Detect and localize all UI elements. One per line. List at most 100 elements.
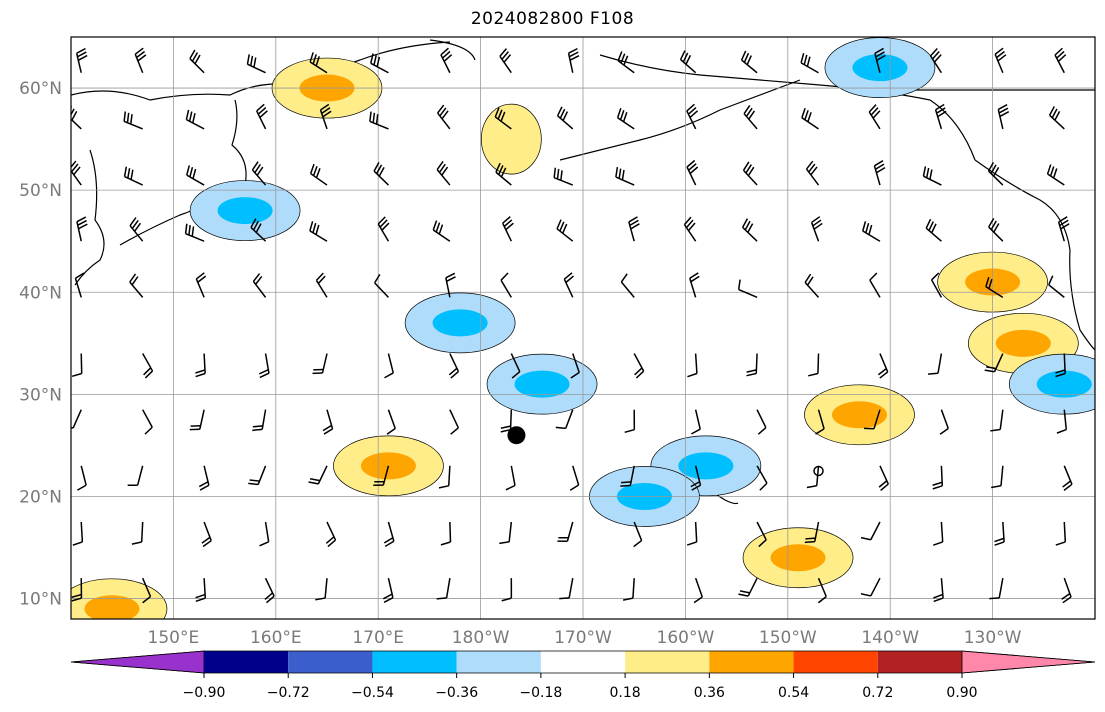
wind-barb	[369, 111, 389, 130]
wind-barb	[994, 47, 1007, 74]
wind-barb	[386, 409, 396, 435]
wind-barb	[553, 167, 574, 186]
wind-barb	[315, 272, 328, 298]
wind-barb	[1062, 465, 1073, 492]
wind-barb	[693, 577, 703, 604]
wind-barb	[252, 273, 267, 298]
colorbar-label: 0.72	[862, 685, 893, 701]
wind-barb	[559, 578, 574, 600]
wind-barb	[804, 521, 820, 544]
wind-barb	[315, 578, 328, 601]
wind-barb	[502, 216, 514, 242]
wind-barb	[134, 47, 147, 74]
wind-barb	[383, 521, 395, 548]
wind-barb	[377, 216, 390, 242]
wind-barb	[499, 521, 513, 545]
wind-barb	[878, 465, 889, 491]
wind-barb	[933, 578, 944, 603]
wind-barb	[195, 353, 206, 378]
wind-barb	[690, 465, 702, 491]
wind-barb	[686, 521, 698, 546]
lon-label: 170°E	[352, 628, 404, 648]
wind-barb	[185, 109, 205, 130]
wind-barb	[620, 465, 635, 487]
wind-barb	[985, 276, 1004, 299]
wind-barb	[142, 409, 153, 435]
wind-barb	[370, 53, 389, 74]
wind-barb	[1061, 577, 1072, 604]
wind-barb	[805, 160, 820, 186]
wind-barb	[382, 577, 394, 603]
open-marker	[813, 465, 824, 477]
wind-barb	[198, 465, 210, 491]
wind-barb	[743, 105, 758, 130]
wind-barb	[129, 273, 144, 298]
lon-label: 140°W	[861, 628, 919, 648]
wind-barb	[184, 223, 205, 242]
wind-barb	[939, 409, 949, 435]
wind-barb	[557, 521, 574, 543]
wind-barb	[250, 218, 267, 242]
wind-barb	[432, 220, 451, 242]
wind-barb	[556, 106, 574, 130]
wind-barb	[877, 353, 889, 379]
wind-barb	[319, 103, 332, 130]
wind-barb	[1046, 164, 1065, 186]
colorbar-label: 0.18	[610, 685, 641, 701]
wind-barb	[804, 273, 820, 298]
lon-label: 130°W	[964, 628, 1022, 648]
wind-barb	[256, 103, 268, 130]
wind-barb	[264, 577, 275, 604]
wind-barb	[808, 353, 820, 377]
wind-barb	[817, 577, 827, 604]
wind-barb	[994, 521, 1005, 546]
colorbar-label: −0.18	[519, 685, 562, 701]
wind-barb	[1054, 47, 1067, 74]
wind-barb	[71, 106, 82, 130]
wind-barb	[76, 216, 88, 242]
wind-barb	[801, 108, 819, 130]
colorbar-segment	[540, 651, 626, 673]
wind-barb	[860, 577, 881, 597]
wind-barb	[617, 51, 635, 74]
wind-barb	[622, 578, 635, 601]
wind-barb	[616, 108, 635, 130]
wind-barb	[436, 161, 451, 186]
wind-barb	[997, 104, 1010, 130]
wind-barb	[932, 521, 944, 546]
wind-barb	[440, 47, 453, 74]
lat-label: 50°N	[19, 181, 62, 201]
wind-barb	[868, 104, 881, 130]
wind-barb	[142, 353, 154, 379]
wind-barb	[873, 160, 886, 186]
wind-barb	[987, 161, 1004, 186]
wind-barb	[72, 521, 84, 546]
colorbar-segment	[625, 651, 710, 673]
wind-barb	[756, 409, 767, 435]
wind-barb	[810, 216, 823, 242]
wind-barb	[246, 54, 266, 74]
wind-barb	[71, 578, 83, 602]
wind-barb	[741, 218, 758, 242]
wind-barb	[259, 521, 270, 547]
wind-barb	[373, 162, 389, 186]
wind-barb	[563, 272, 574, 298]
wind-barb	[500, 272, 512, 298]
colorbar-segment	[372, 651, 457, 673]
wind-barb	[556, 219, 574, 242]
negative-anomaly	[1008, 353, 1095, 415]
colorbar-label: −0.36	[435, 685, 478, 701]
wind-barb	[251, 161, 267, 186]
wind-barb	[71, 409, 82, 429]
wind-barb	[1048, 275, 1065, 298]
wind-barb	[1048, 106, 1065, 130]
colorbar-label: −0.54	[351, 685, 394, 701]
wind-barb	[615, 167, 635, 186]
colorbar-label: 0.90	[946, 685, 977, 701]
wind-barb	[691, 409, 701, 435]
lon-label: 160°E	[250, 628, 302, 648]
wind-barb	[501, 578, 513, 602]
colorbar-label: −0.90	[183, 685, 226, 701]
wind-barb	[201, 521, 212, 548]
wind-barb	[756, 465, 768, 491]
